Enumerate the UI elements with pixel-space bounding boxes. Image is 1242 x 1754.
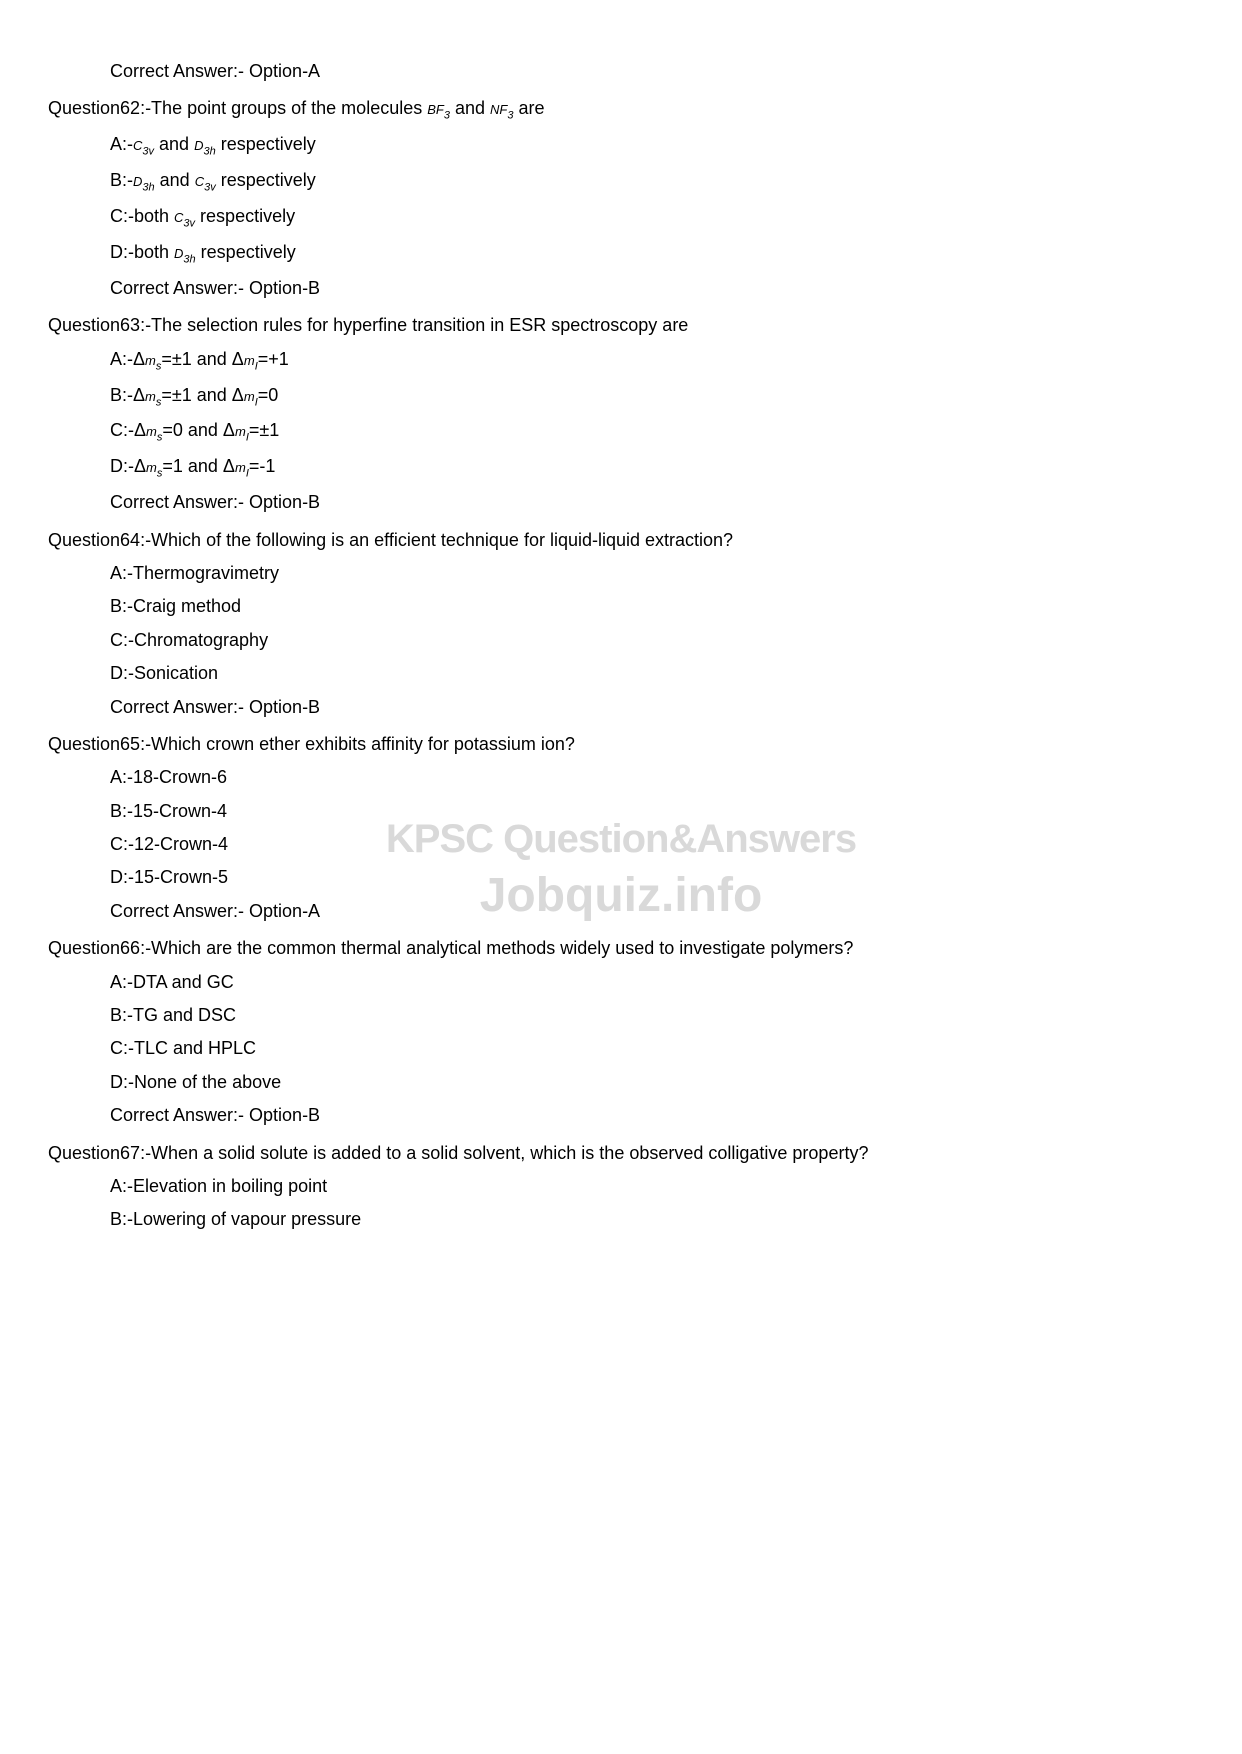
q65-option-a: A:-18-Crown-6: [110, 766, 1194, 789]
q63-c-pre: C:-Δ: [110, 420, 146, 440]
q67-stem: Question67:-When a solid solute is added…: [48, 1142, 1194, 1165]
q62-mol2-base: NF: [490, 102, 507, 117]
q63-a-m1: m: [145, 353, 156, 368]
q62-b-sym2-sub: 3v: [204, 182, 216, 194]
q62-option-c: C:-both C3v respectively: [110, 205, 1194, 231]
q62-b-post: respectively: [216, 170, 316, 190]
q63-c-eq1: =0 and Δ: [162, 420, 235, 440]
q63-option-d: D:-Δms=1 and ΔmI=-1: [110, 455, 1194, 481]
q62-stem: Question62:-The point groups of the mole…: [48, 97, 1194, 123]
q66-option-a: A:-DTA and GC: [110, 971, 1194, 994]
q66-answer: Correct Answer:- Option-B: [110, 1104, 1194, 1127]
q62-d-pre: D:-both: [110, 242, 174, 262]
q63-a-pre: A:-Δ: [110, 349, 145, 369]
q62-a-sym1-sub: 3v: [142, 146, 154, 158]
q63-b-eq1: =±1 and Δ: [161, 385, 243, 405]
q62-a-pre: A:-: [110, 134, 133, 154]
q62-b-pre: B:-: [110, 170, 133, 190]
q63-b-eq2: =0: [258, 385, 279, 405]
pre-answer: Correct Answer:- Option-A: [110, 60, 1194, 83]
q63-c-eq2: =±1: [249, 420, 279, 440]
q63-b-m2: m: [244, 389, 255, 404]
q66-option-b: B:-TG and DSC: [110, 1004, 1194, 1027]
q62-b-sym1: D: [133, 174, 142, 189]
q62-d-post: respectively: [196, 242, 296, 262]
q63-d-eq2: =-1: [249, 456, 276, 476]
q62-a-sym2-sub: 3h: [203, 146, 215, 158]
q63-a-eq2: =+1: [258, 349, 289, 369]
q62-answer: Correct Answer:- Option-B: [110, 277, 1194, 300]
q65-option-c: C:-12-Crown-4: [110, 833, 1194, 856]
q62-b-sym1-sub: 3h: [142, 182, 154, 194]
q62-mol1-base: BF: [427, 102, 444, 117]
q65-answer: Correct Answer:- Option-A: [110, 900, 1194, 923]
q65-stem: Question65:-Which crown ether exhibits a…: [48, 733, 1194, 756]
q62-stem-mid: and: [450, 98, 490, 118]
q66-option-d: D:-None of the above: [110, 1071, 1194, 1094]
q64-option-c: C:-Chromatography: [110, 629, 1194, 652]
q62-c-post: respectively: [195, 206, 295, 226]
q63-a-eq1: =±1 and Δ: [161, 349, 243, 369]
q62-option-a: A:-C3v and D3h respectively: [110, 133, 1194, 159]
q63-b-m1: m: [145, 389, 156, 404]
q64-answer: Correct Answer:- Option-B: [110, 696, 1194, 719]
q63-d-m2: m: [235, 460, 246, 475]
q63-option-c: C:-Δms=0 and ΔmI=±1: [110, 419, 1194, 445]
q62-b-mid: and: [155, 170, 195, 190]
q62-a-post: respectively: [216, 134, 316, 154]
q62-stem-post: are: [514, 98, 545, 118]
q63-c-m1: m: [146, 424, 157, 439]
q62-option-d: D:-both D3h respectively: [110, 241, 1194, 267]
page-content: Correct Answer:- Option-A Question62:-Th…: [48, 60, 1194, 1232]
q62-d-sym-sub: 3h: [183, 254, 195, 266]
q64-option-b: B:-Craig method: [110, 595, 1194, 618]
q62-d-sym: D: [174, 246, 183, 261]
q62-a-mid: and: [154, 134, 194, 154]
q62-stem-pre: Question62:-The point groups of the mole…: [48, 98, 427, 118]
q64-option-d: D:-Sonication: [110, 662, 1194, 685]
q63-stem: Question63:-The selection rules for hype…: [48, 314, 1194, 337]
q63-d-pre: D:-Δ: [110, 456, 146, 476]
q65-option-d: D:-15-Crown-5: [110, 866, 1194, 889]
q62-a-sym1: C: [133, 138, 142, 153]
q63-c-m2: m: [235, 424, 246, 439]
q63-answer: Correct Answer:- Option-B: [110, 491, 1194, 514]
q67-option-a: A:-Elevation in boiling point: [110, 1175, 1194, 1198]
q63-a-m2: m: [244, 353, 255, 368]
q63-d-eq1: =1 and Δ: [162, 456, 235, 476]
q62-c-sym-sub: 3v: [183, 218, 195, 230]
q62-c-sym: C: [174, 210, 183, 225]
q63-option-b: B:-Δms=±1 and ΔmI=0: [110, 384, 1194, 410]
q63-d-m1: m: [146, 460, 157, 475]
q66-stem: Question66:-Which are the common thermal…: [48, 937, 1194, 960]
q62-c-pre: C:-both: [110, 206, 174, 226]
q64-stem: Question64:-Which of the following is an…: [48, 529, 1194, 552]
q62-option-b: B:-D3h and C3v respectively: [110, 169, 1194, 195]
q66-option-c: C:-TLC and HPLC: [110, 1037, 1194, 1060]
q62-b-sym2: C: [195, 174, 204, 189]
q65-option-b: B:-15-Crown-4: [110, 800, 1194, 823]
q64-option-a: A:-Thermogravimetry: [110, 562, 1194, 585]
q63-option-a: A:-Δms=±1 and ΔmI=+1: [110, 348, 1194, 374]
q67-option-b: B:-Lowering of vapour pressure: [110, 1208, 1194, 1231]
q63-b-pre: B:-Δ: [110, 385, 145, 405]
